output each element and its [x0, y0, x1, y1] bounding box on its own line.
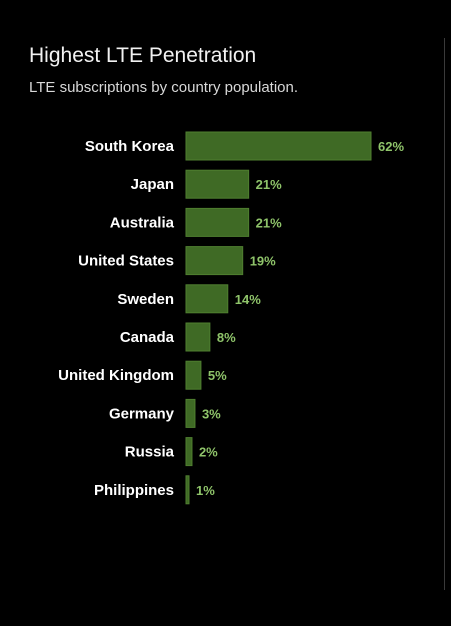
- category-label-south-korea: South Korea: [85, 138, 175, 155]
- value-label-united-states: 19%: [250, 254, 276, 269]
- bar-united-states: [185, 246, 244, 276]
- bar-sweden: [185, 284, 229, 314]
- bar-australia: [185, 207, 250, 237]
- value-label-russia: 2%: [199, 445, 218, 460]
- bars-group: South Korea 62% Japan 21% Australia 21% United…: [58, 131, 404, 505]
- value-label-philippines: 1%: [196, 483, 215, 498]
- category-label-united-states: United States: [78, 253, 174, 270]
- bar-russia: [185, 437, 193, 467]
- value-label-germany: 3%: [202, 406, 221, 421]
- right-divider: [444, 38, 445, 590]
- bar-united-kingdom: [185, 360, 202, 390]
- bar-germany: [185, 398, 196, 428]
- category-label-germany: Germany: [109, 405, 175, 422]
- value-label-australia: 21%: [256, 215, 282, 230]
- value-label-japan: 21%: [256, 177, 282, 192]
- category-label-united-kingdom: United Kingdom: [58, 367, 174, 384]
- bar-south-korea: [185, 131, 372, 161]
- value-label-canada: 8%: [217, 330, 236, 345]
- bar-canada: [185, 322, 211, 352]
- category-label-russia: Russia: [125, 444, 175, 461]
- value-label-united-kingdom: 5%: [208, 368, 227, 383]
- value-label-sweden: 14%: [235, 292, 261, 307]
- category-label-sweden: Sweden: [117, 291, 174, 308]
- category-label-japan: Japan: [131, 176, 174, 193]
- chart-title: Highest LTE Penetration: [29, 44, 257, 67]
- category-label-canada: Canada: [120, 329, 175, 346]
- category-label-philippines: Philippines: [94, 482, 174, 499]
- chart-subtitle: LTE subscriptions by country population.: [29, 79, 299, 96]
- category-label-australia: Australia: [110, 214, 175, 231]
- bar-japan: [185, 169, 250, 199]
- value-label-south-korea: 62%: [378, 139, 404, 154]
- bar-philippines: [185, 475, 190, 505]
